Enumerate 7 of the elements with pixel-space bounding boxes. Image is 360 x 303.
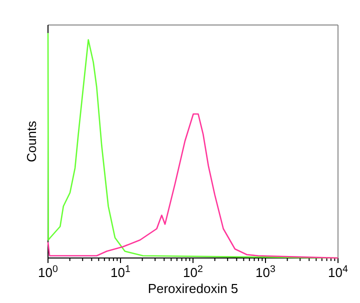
y-axis-title: Counts — [24, 120, 39, 162]
x-tick-label: 10$^{3}$ — [256, 264, 276, 280]
x-tick-label: 10$^{4}$ — [328, 264, 349, 280]
x-axis-title: Peroxiredoxin 5 — [148, 281, 238, 296]
x-tick-label: 10$^{0}$ — [38, 264, 59, 280]
x-tick-label: 10$^{2}$ — [183, 264, 203, 280]
x-tick-label: 10$^{1}$ — [110, 264, 130, 280]
